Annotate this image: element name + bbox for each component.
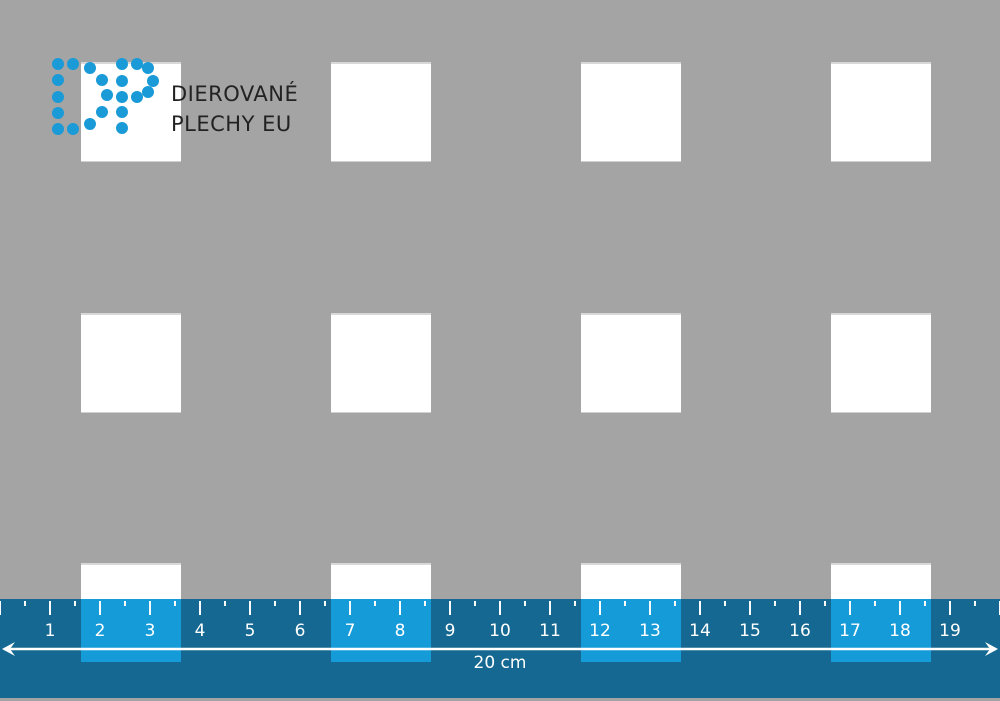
logo-dot [52, 123, 64, 135]
logo-dot [52, 74, 64, 86]
minor-tick [524, 601, 526, 606]
logo-dot [52, 58, 64, 70]
minor-tick [774, 601, 776, 606]
ruler-number: 5 [244, 621, 256, 641]
major-tick [949, 601, 951, 615]
square-hole [581, 62, 681, 162]
logo-dot [52, 107, 64, 119]
major-tick [299, 601, 301, 615]
logo-dot [116, 122, 128, 134]
ruler-number: 17 [839, 621, 861, 641]
logo-dot [67, 123, 79, 135]
logo-dot [116, 91, 128, 103]
ruler-highlight [81, 599, 181, 662]
minor-tick [324, 601, 326, 606]
minor-tick [274, 601, 276, 606]
minor-tick [874, 601, 876, 606]
logo-dot [84, 62, 96, 74]
major-tick [799, 601, 801, 615]
length-label: 20 cm [473, 653, 527, 673]
minor-tick [374, 601, 376, 606]
ruler-number: 13 [639, 621, 661, 641]
minor-tick [74, 601, 76, 606]
major-tick [499, 601, 501, 615]
logo-dot [116, 58, 128, 70]
ruler-number: 18 [889, 621, 911, 641]
square-hole [831, 313, 931, 413]
logo-dot [142, 86, 154, 98]
minor-tick [24, 601, 26, 606]
ruler: 20 cm 1 2 3 4 5 6 7 8 9 10 11 12 13 14 15 16 17 18 19 [0, 599, 1000, 698]
ruler-number: 7 [344, 621, 356, 641]
logo-dot [131, 91, 143, 103]
logo-line2: PLECHY EU [171, 112, 292, 136]
ruler-number: 6 [294, 621, 306, 641]
minor-tick [424, 601, 426, 606]
logo-dot [147, 75, 159, 87]
square-hole [331, 313, 431, 413]
square-hole [331, 62, 431, 162]
square-hole [81, 313, 181, 413]
minor-tick [474, 601, 476, 606]
major-tick [99, 601, 101, 615]
minor-tick [224, 601, 226, 606]
ruler-number: 15 [739, 621, 761, 641]
ruler-number: 16 [789, 621, 811, 641]
logo-dot [67, 58, 79, 70]
major-tick [199, 601, 201, 615]
major-tick [849, 601, 851, 615]
logo-dot [96, 74, 108, 86]
major-tick [749, 601, 751, 615]
minor-tick [924, 601, 926, 606]
ruler-highlight [581, 599, 681, 662]
major-tick [599, 601, 601, 615]
logo-dot [131, 58, 143, 70]
ruler-number: 10 [489, 621, 511, 641]
major-tick [449, 601, 451, 615]
logo-dot [116, 75, 128, 87]
major-tick [699, 601, 701, 615]
minor-tick [674, 601, 676, 606]
major-tick [0, 601, 1, 615]
logo-dot [84, 118, 96, 130]
major-tick [249, 601, 251, 615]
minor-tick [974, 601, 976, 606]
ruler-highlight [331, 599, 431, 662]
ruler-number: 9 [444, 621, 456, 641]
minor-tick [124, 601, 126, 606]
logo: DIEROVANÉ PLECHY EU [0, 0, 320, 150]
length-arrow-icon [2, 642, 998, 656]
ruler-number: 2 [94, 621, 106, 641]
major-tick [649, 601, 651, 615]
ruler-number: 8 [394, 621, 406, 641]
ruler-number: 3 [144, 621, 156, 641]
logo-dot [96, 106, 108, 118]
logo-dot [52, 91, 64, 103]
minor-tick [174, 601, 176, 606]
logo-line1: DIEROVANÉ [171, 82, 299, 106]
logo-dot [116, 106, 128, 118]
logo-dot [142, 62, 154, 74]
ruler-number: 4 [194, 621, 206, 641]
ruler-highlight [831, 599, 931, 662]
minor-tick [574, 601, 576, 606]
ruler-number: 11 [539, 621, 561, 641]
major-tick [349, 601, 351, 615]
major-tick [899, 601, 901, 615]
square-hole [831, 62, 931, 162]
ruler-number: 19 [939, 621, 961, 641]
minor-tick [624, 601, 626, 606]
ruler-number: 12 [589, 621, 611, 641]
logo-dots-icon [52, 58, 159, 135]
ruler-number: 14 [689, 621, 711, 641]
major-tick [149, 601, 151, 615]
logo-dot [101, 89, 113, 101]
major-tick [399, 601, 401, 615]
major-tick [49, 601, 51, 615]
major-tick [549, 601, 551, 615]
minor-tick [824, 601, 826, 606]
minor-tick [724, 601, 726, 606]
ruler-number: 1 [44, 621, 56, 641]
square-hole [581, 313, 681, 413]
